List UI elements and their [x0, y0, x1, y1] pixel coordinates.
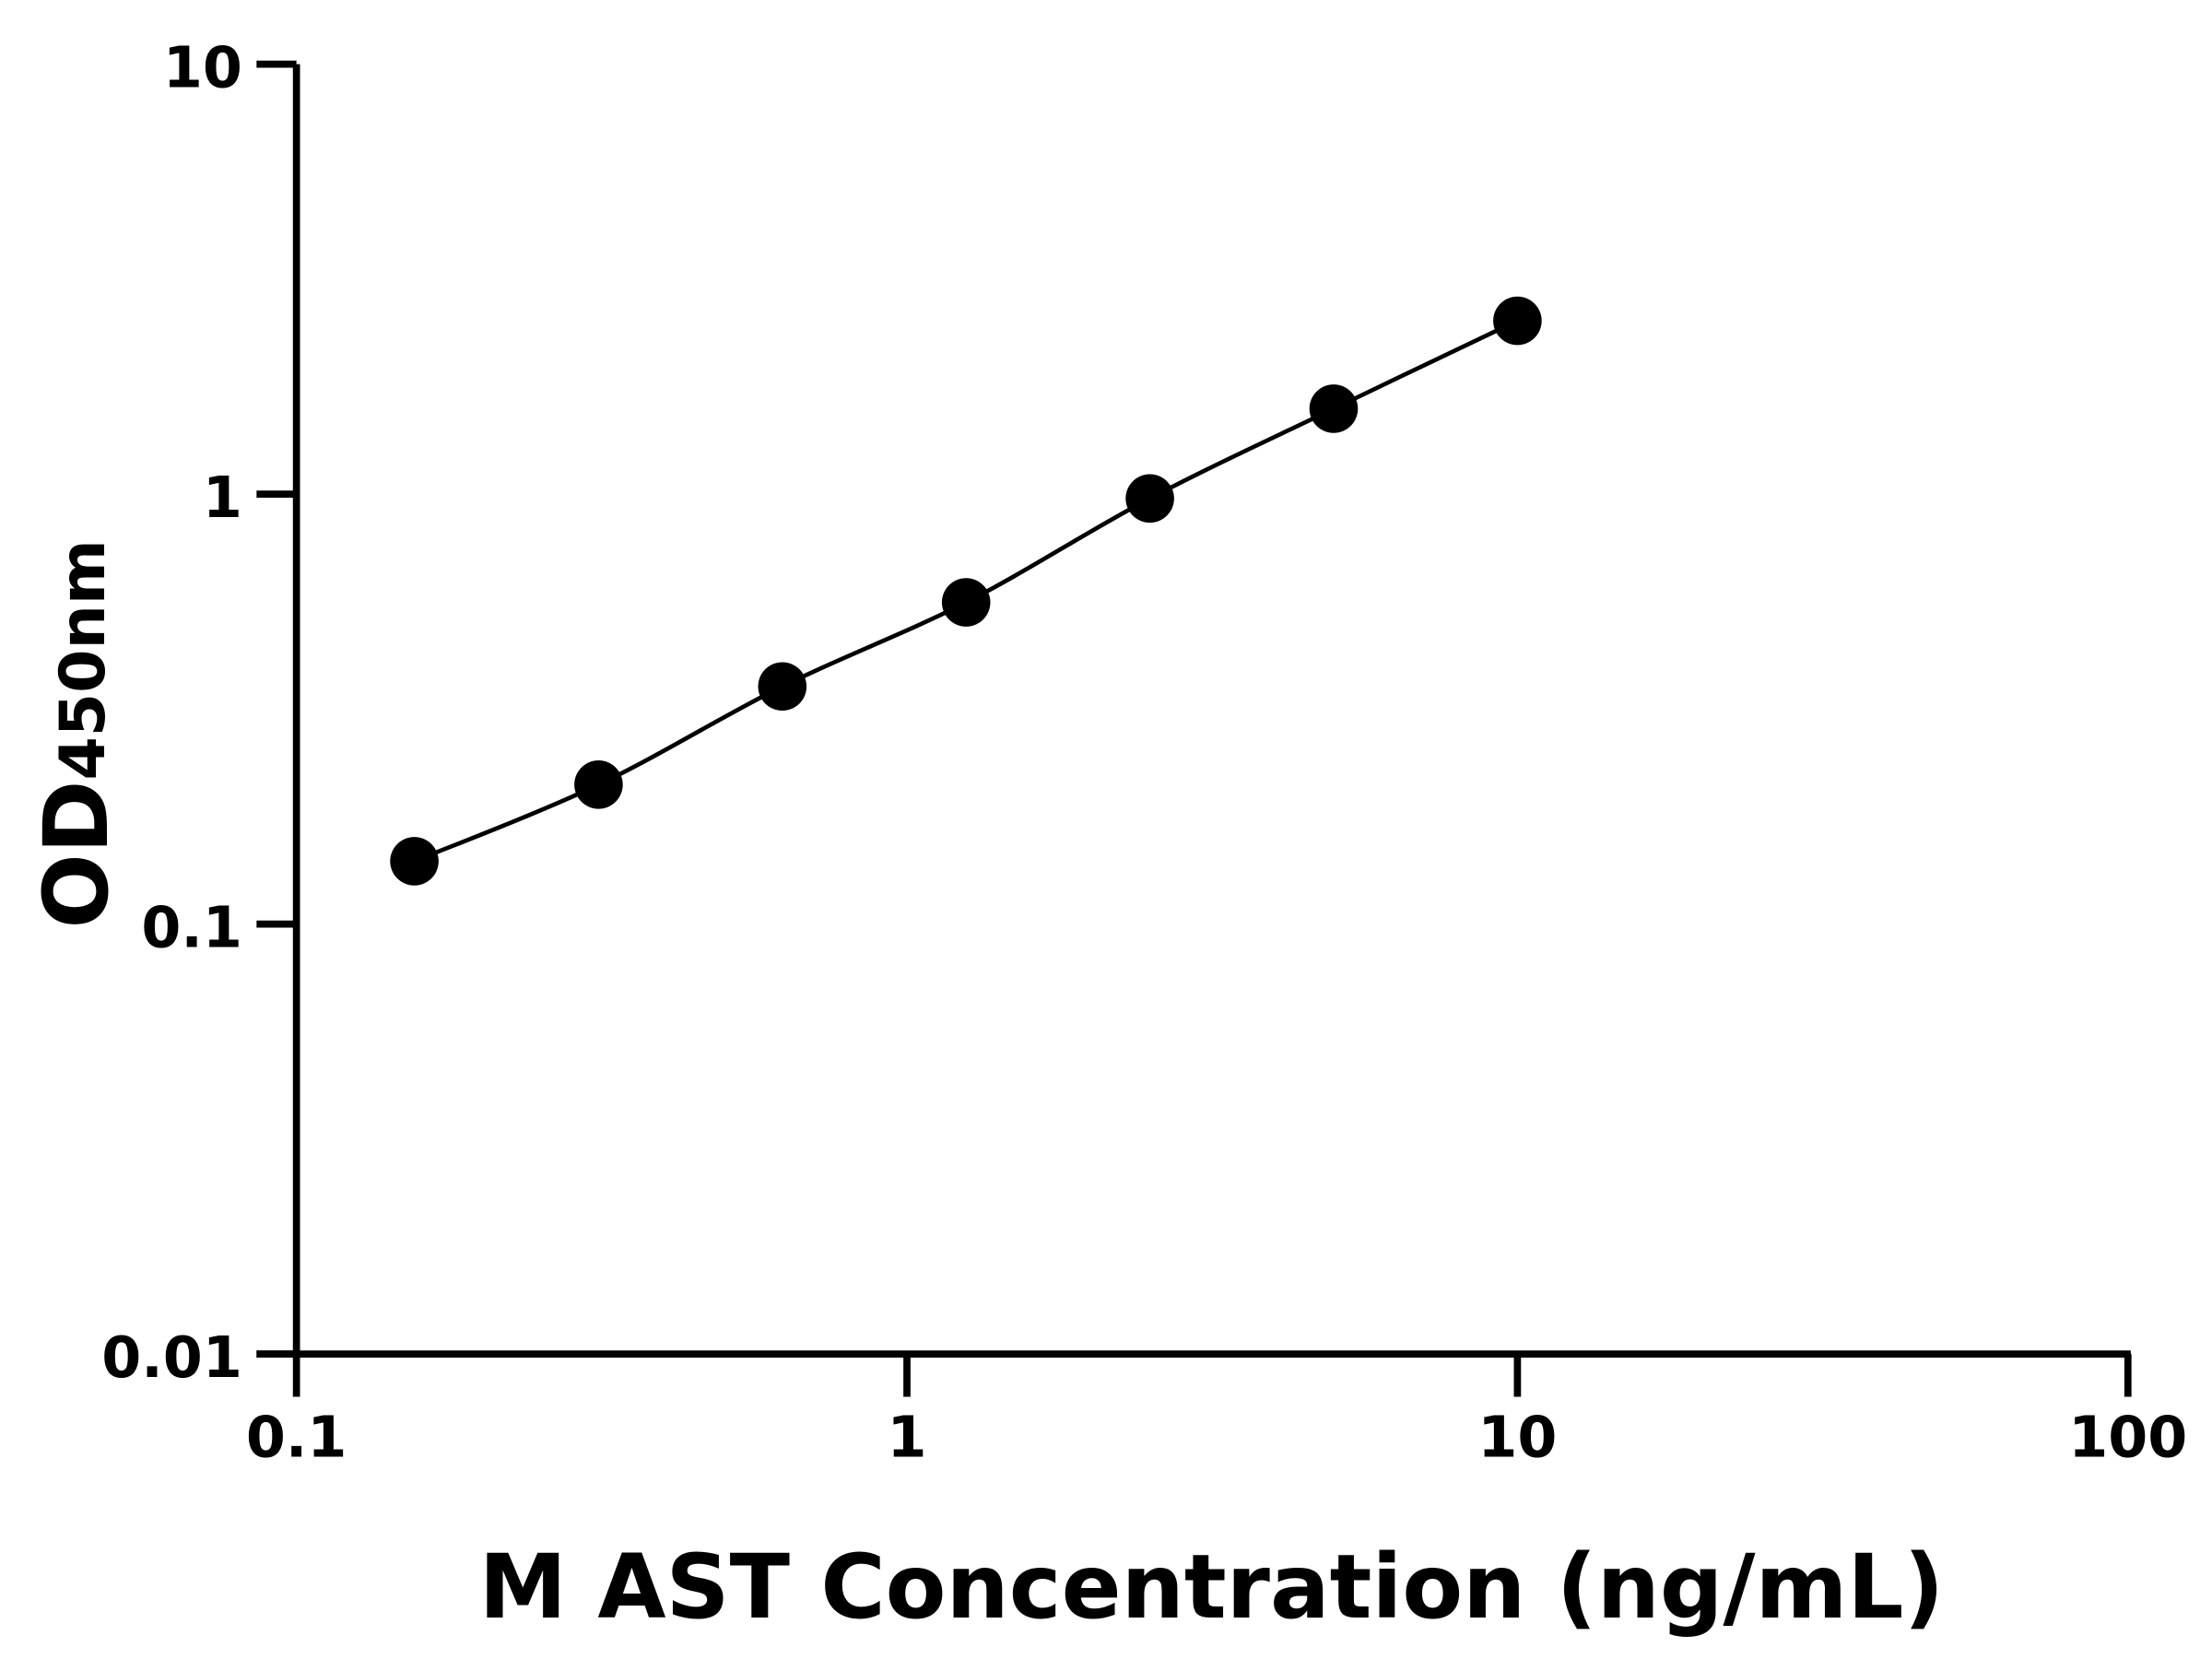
- y-tick-label: 0.1: [141, 894, 242, 960]
- x-tick-label: 10: [1477, 1404, 1557, 1470]
- y-tick-label: 0.01: [101, 1324, 242, 1391]
- x-tick-label: 100: [2068, 1404, 2187, 1470]
- data-point: [941, 578, 991, 627]
- y-axis-label-main: OD: [25, 781, 128, 929]
- data-point: [758, 662, 807, 712]
- data-point: [1309, 384, 1359, 433]
- y-tick-label: 1: [203, 465, 242, 531]
- y-axis-label: OD450nm: [25, 539, 128, 928]
- y-axis-label-subscript: 450nm: [47, 539, 120, 780]
- series: [390, 296, 1542, 886]
- data-point: [1493, 296, 1542, 346]
- x-tick-label: 1: [888, 1404, 927, 1470]
- x-axis-label: M AST Concentration (ng/mL): [479, 1535, 1945, 1639]
- y-tick-label: 10: [163, 34, 242, 100]
- data-point: [390, 837, 439, 886]
- x-tick-label: 0.1: [246, 1404, 347, 1470]
- data-point: [1125, 474, 1174, 524]
- axes: [256, 64, 2131, 1358]
- data-point: [574, 760, 623, 809]
